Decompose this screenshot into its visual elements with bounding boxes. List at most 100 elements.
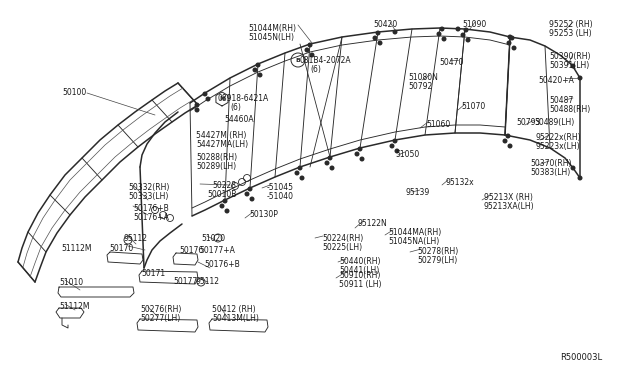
Text: 51112M: 51112M: [61, 244, 92, 253]
Circle shape: [310, 52, 314, 58]
Text: 50276(RH): 50276(RH): [140, 305, 181, 314]
Text: 95112: 95112: [123, 234, 147, 243]
Circle shape: [390, 144, 394, 148]
Text: 51070: 51070: [461, 102, 485, 111]
Circle shape: [508, 35, 513, 39]
Circle shape: [502, 138, 508, 144]
Text: 95223x(LH): 95223x(LH): [535, 142, 580, 151]
Circle shape: [376, 31, 381, 35]
Text: 50170: 50170: [109, 244, 133, 253]
Circle shape: [456, 26, 461, 32]
Text: 50420: 50420: [373, 20, 397, 29]
Circle shape: [307, 42, 312, 48]
Text: 54427MA(LH): 54427MA(LH): [196, 140, 248, 149]
Text: 50177+A: 50177+A: [199, 246, 235, 255]
Circle shape: [358, 147, 362, 151]
Text: 50278(RH): 50278(RH): [417, 247, 458, 256]
Text: 50792: 50792: [408, 82, 432, 91]
Text: R500003L: R500003L: [560, 353, 602, 362]
Circle shape: [436, 32, 442, 36]
Circle shape: [257, 73, 262, 77]
Circle shape: [294, 170, 300, 176]
Text: 50440(RH): 50440(RH): [339, 257, 381, 266]
Text: -51045: -51045: [267, 183, 294, 192]
Text: (6): (6): [310, 65, 321, 74]
Circle shape: [298, 166, 303, 170]
Circle shape: [465, 38, 470, 42]
Text: 51010: 51010: [59, 278, 83, 287]
Text: 51090: 51090: [462, 20, 486, 29]
Text: 51044MA(RH): 51044MA(RH): [388, 228, 441, 237]
Text: 50488(RH): 50488(RH): [549, 105, 590, 114]
Text: N: N: [220, 96, 225, 102]
Text: (6): (6): [230, 103, 241, 112]
Text: 50487: 50487: [549, 96, 573, 105]
Text: 95222x(RH): 95222x(RH): [535, 133, 580, 142]
Circle shape: [330, 166, 335, 170]
Text: 50288(RH): 50288(RH): [196, 153, 237, 162]
Text: 95112: 95112: [196, 277, 220, 286]
Text: 51060: 51060: [426, 120, 451, 129]
Text: 50171: 50171: [141, 269, 165, 278]
Circle shape: [253, 67, 257, 73]
Text: 51045NA(LH): 51045NA(LH): [388, 237, 439, 246]
Circle shape: [255, 62, 260, 67]
Text: 081B4-2072A: 081B4-2072A: [299, 56, 351, 65]
Text: 50100: 50100: [62, 88, 86, 97]
Text: -51040: -51040: [267, 192, 294, 201]
Circle shape: [324, 160, 330, 166]
Text: 50420+A: 50420+A: [538, 76, 574, 85]
Circle shape: [392, 29, 397, 35]
Circle shape: [223, 199, 227, 203]
Text: 50176+B: 50176+B: [133, 204, 169, 213]
Text: 50793: 50793: [516, 118, 540, 127]
Text: 50910(RH): 50910(RH): [339, 271, 380, 280]
Text: 50225(LH): 50225(LH): [322, 243, 362, 252]
Text: 51050: 51050: [395, 150, 419, 159]
Text: 50010B: 50010B: [207, 190, 236, 199]
Text: 95139: 95139: [406, 188, 430, 197]
Text: 50911 (LH): 50911 (LH): [339, 280, 381, 289]
Text: 50383(LH): 50383(LH): [530, 168, 570, 177]
Text: 50224(RH): 50224(RH): [322, 234, 364, 243]
Circle shape: [300, 176, 305, 180]
Circle shape: [220, 203, 225, 208]
Circle shape: [378, 41, 383, 45]
Text: 50470: 50470: [439, 58, 463, 67]
Circle shape: [195, 108, 200, 112]
Text: 50332(RH): 50332(RH): [128, 183, 170, 192]
Circle shape: [328, 155, 333, 160]
Text: 51020: 51020: [201, 234, 225, 243]
Circle shape: [248, 186, 253, 192]
Text: 50412 (RH): 50412 (RH): [212, 305, 255, 314]
Text: 50177: 50177: [173, 277, 197, 286]
Text: 50333(LH): 50333(LH): [128, 192, 168, 201]
Circle shape: [250, 196, 255, 202]
Text: 95132x: 95132x: [446, 178, 475, 187]
Text: 50228: 50228: [212, 181, 236, 190]
Circle shape: [394, 148, 399, 154]
Circle shape: [463, 28, 468, 32]
Text: 54460A: 54460A: [224, 115, 253, 124]
Text: 50390(RH): 50390(RH): [549, 52, 591, 61]
Circle shape: [509, 35, 515, 41]
Circle shape: [506, 134, 511, 138]
Text: 50176+B: 50176+B: [204, 260, 240, 269]
Circle shape: [440, 26, 445, 32]
Text: 50176+A: 50176+A: [133, 213, 169, 222]
Circle shape: [442, 36, 447, 42]
Circle shape: [392, 138, 397, 144]
Text: 50289(LH): 50289(LH): [196, 162, 236, 171]
Text: 95213XA(LH): 95213XA(LH): [484, 202, 534, 211]
Circle shape: [202, 92, 207, 96]
Text: 95122N: 95122N: [358, 219, 388, 228]
Circle shape: [225, 208, 230, 214]
Text: 50130P: 50130P: [249, 210, 278, 219]
Circle shape: [360, 157, 365, 161]
Circle shape: [577, 176, 582, 180]
Circle shape: [511, 45, 516, 51]
Text: 50489(LH): 50489(LH): [534, 118, 574, 127]
Text: B: B: [296, 58, 300, 62]
Text: 95253 (LH): 95253 (LH): [549, 29, 591, 38]
Circle shape: [205, 96, 211, 102]
